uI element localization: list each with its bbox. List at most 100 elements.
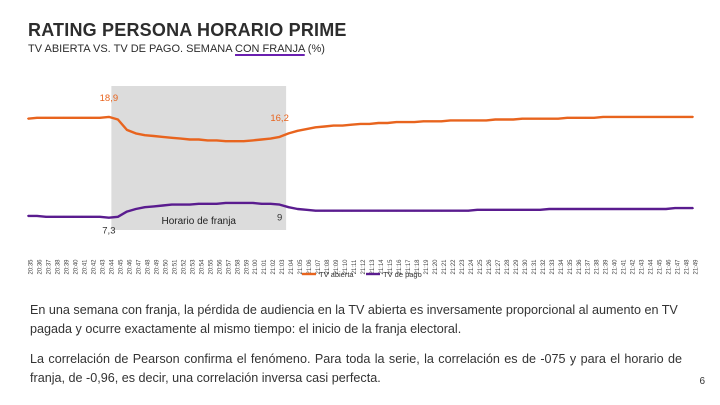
data-point: [521, 117, 524, 120]
data-point: [233, 140, 236, 143]
data-point: [467, 119, 470, 122]
x-tick-label: 21:30: [523, 259, 529, 275]
data-point: [161, 135, 164, 138]
x-tick-label: 21:49: [694, 259, 700, 275]
x-tick-label: 20:58: [235, 259, 241, 275]
page-number: 6: [699, 376, 705, 387]
data-point: [395, 121, 398, 124]
x-tick-label: 20:42: [91, 259, 97, 275]
data-point: [206, 202, 209, 205]
data-point: [413, 209, 416, 212]
data-point: [278, 203, 281, 206]
x-tick-label: 20:39: [65, 259, 71, 275]
data-point: [215, 202, 218, 205]
data-point: [548, 208, 551, 210]
paragraph-1: En una semana con franja, la pérdida de …: [30, 303, 678, 336]
data-point: [323, 209, 326, 212]
x-tick-label: 20:55: [208, 259, 214, 275]
x-tick-label: 20:48: [145, 259, 151, 275]
data-label: 16,2: [270, 113, 289, 124]
data-point: [305, 208, 308, 211]
x-tick-label: 21:40: [613, 259, 619, 275]
data-point: [611, 116, 614, 118]
data-point: [188, 138, 191, 141]
data-point: [449, 119, 452, 122]
data-point: [629, 116, 631, 118]
x-tick-label: 21:07: [316, 259, 322, 275]
x-tick-label: 21:06: [307, 259, 313, 275]
data-point: [440, 120, 443, 123]
x-tick-label: 21:26: [487, 259, 493, 275]
x-tick-label: 20:41: [82, 259, 88, 275]
data-label: 9: [277, 213, 282, 224]
x-tick-label: 20:53: [190, 259, 196, 275]
data-point: [36, 215, 38, 217]
data-point: [458, 119, 461, 122]
data-point: [404, 209, 407, 212]
data-point: [377, 209, 380, 212]
data-point: [647, 116, 649, 118]
data-label: 7,3: [102, 226, 115, 237]
x-tick-label: 21:21: [442, 259, 448, 275]
x-tick-label: 21:45: [658, 259, 664, 275]
x-tick-label: 21:48: [685, 259, 691, 275]
x-tick-label: 21:20: [433, 259, 439, 275]
data-point: [54, 215, 56, 218]
x-tick-label: 21:11: [352, 259, 358, 274]
data-point: [296, 129, 299, 132]
data-point: [107, 216, 110, 219]
data-point: [512, 118, 515, 121]
data-point: [27, 117, 29, 120]
data-point: [386, 122, 389, 124]
x-tick-label: 21:35: [568, 259, 574, 275]
data-point: [584, 116, 587, 119]
data-point: [359, 122, 362, 125]
data-point: [674, 207, 676, 210]
x-tick-label: 21:42: [631, 259, 637, 275]
x-tick-label: 21:02: [271, 259, 277, 275]
data-point: [629, 208, 631, 210]
data-point: [458, 209, 461, 212]
x-tick-label: 21:44: [649, 259, 655, 275]
subtitle-highlight: CON FRANJA: [235, 43, 305, 55]
x-tick-label: 20:36: [38, 259, 44, 275]
x-tick-label: 21:10: [343, 259, 349, 275]
data-point: [314, 126, 317, 129]
x-tick-label: 21:24: [469, 259, 475, 275]
x-tick-label: 20:37: [47, 259, 53, 275]
data-point: [224, 201, 227, 204]
data-point: [467, 209, 470, 212]
data-point: [152, 135, 155, 137]
data-point: [287, 132, 290, 135]
data-point: [81, 215, 83, 218]
data-point: [152, 205, 155, 208]
x-tick-label: 21:04: [289, 259, 295, 275]
data-point: [170, 136, 173, 139]
data-point: [125, 129, 128, 131]
data-point: [431, 209, 434, 212]
data-point: [125, 210, 128, 213]
x-tick-label: 21:27: [496, 259, 502, 275]
data-point: [350, 123, 353, 126]
legend: TV abierta TV de pago: [302, 270, 422, 279]
x-tick-label: 21:32: [541, 259, 547, 275]
legend-label-0: TV abierta: [319, 270, 354, 279]
x-tick-label: 20:35: [29, 259, 35, 275]
data-point: [395, 209, 398, 212]
data-point: [404, 121, 407, 124]
data-point: [386, 209, 389, 212]
data-point: [593, 116, 596, 119]
data-point: [656, 116, 658, 118]
data-point: [54, 116, 56, 119]
data-point: [341, 209, 344, 212]
x-tick-label: 21:03: [280, 259, 286, 275]
data-point: [476, 208, 479, 211]
data-point: [72, 215, 74, 218]
data-point: [90, 116, 92, 119]
data-point: [81, 116, 83, 119]
data-point: [305, 128, 308, 130]
data-point: [27, 215, 29, 217]
data-point: [503, 118, 506, 121]
data-point: [683, 207, 685, 210]
data-point: [485, 208, 488, 211]
